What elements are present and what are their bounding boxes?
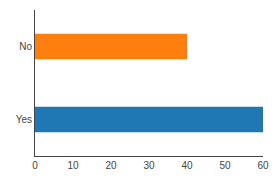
svg-text:40: 40 [181, 160, 193, 171]
svg-text:50: 50 [219, 160, 231, 171]
svg-text:20: 20 [105, 160, 117, 171]
svg-text:60: 60 [257, 160, 269, 171]
svg-text:Yes: Yes [16, 114, 32, 125]
svg-text:0: 0 [32, 160, 38, 171]
svg-text:10: 10 [67, 160, 79, 171]
svg-text:30: 30 [143, 160, 155, 171]
svg-text:No: No [19, 41, 32, 52]
